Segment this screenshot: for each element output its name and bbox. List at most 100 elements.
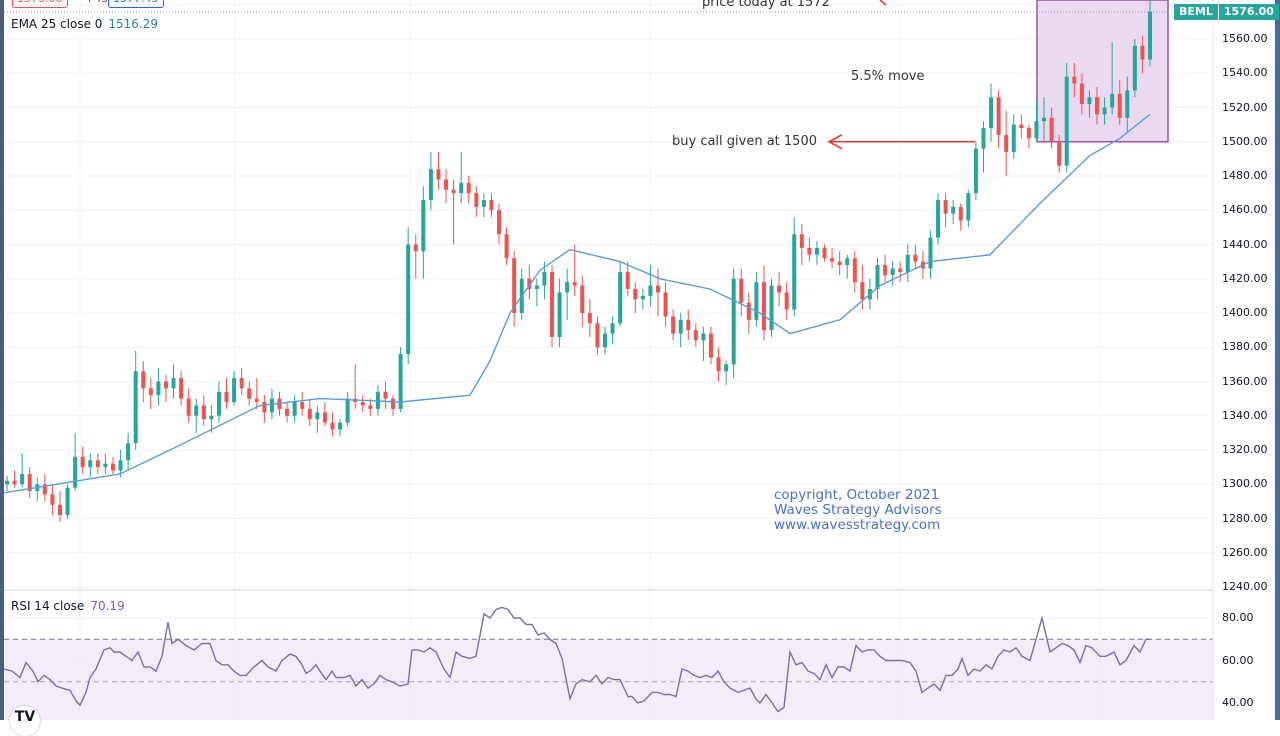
- price-axis-label: 1360.00: [1222, 374, 1268, 388]
- candle-body: [110, 463, 115, 471]
- buy-call-annotation: buy call given at 1500: [672, 134, 817, 149]
- candle-body: [1072, 76, 1077, 84]
- candle-body: [73, 456, 78, 488]
- candle-body: [1102, 107, 1107, 115]
- price-axis-label: 1380.00: [1222, 340, 1268, 354]
- candle-body: [368, 405, 373, 409]
- candle-body: [42, 484, 47, 495]
- candle-body: [262, 402, 267, 413]
- candle-body: [163, 381, 168, 389]
- ema-legend-label: EMA 25 close 0: [11, 17, 103, 31]
- buy-arrow-head-icon: [827, 134, 843, 150]
- candle-body: [860, 282, 865, 300]
- candle-body: [497, 210, 502, 235]
- candle-body: [436, 169, 441, 180]
- candle-body: [88, 460, 93, 468]
- price-axis-label: 1480.00: [1222, 169, 1268, 182]
- candle-body: [1057, 141, 1062, 166]
- price-axis-label: 1560.00: [1222, 32, 1268, 45]
- price-axis-label: 1260.00: [1222, 545, 1268, 559]
- price-axis-label: 1520.00: [1222, 100, 1268, 114]
- candle-body: [814, 247, 819, 255]
- candle-body: [633, 289, 638, 300]
- candle-body: [421, 199, 426, 252]
- price-axis-label: 1280.00: [1222, 511, 1268, 525]
- candle-body: [474, 193, 479, 207]
- candle-body: [784, 292, 789, 310]
- candle-body: [20, 473, 25, 485]
- candle-body: [1095, 97, 1100, 115]
- candle-body: [444, 179, 449, 190]
- candle-body: [655, 285, 660, 293]
- candle-body: [716, 357, 721, 372]
- candle-body: [1079, 83, 1084, 105]
- candle-body: [527, 278, 532, 290]
- candle-body: [905, 254, 910, 272]
- candle-body: [830, 258, 835, 262]
- candle-body: [534, 285, 539, 290]
- candle-body: [194, 405, 199, 416]
- candle-body: [1064, 76, 1069, 166]
- candle-body: [640, 295, 645, 300]
- candle-body: [179, 378, 184, 399]
- candle-body: [1011, 124, 1016, 153]
- rsi-axis-label: 60.00: [1222, 653, 1254, 667]
- candle-body: [1125, 90, 1130, 118]
- candle-body: [451, 189, 456, 194]
- candle-body: [966, 193, 971, 221]
- price-axis-label: 1320.00: [1222, 443, 1268, 456]
- rsi-axis-label: 40.00: [1222, 696, 1254, 709]
- candle-body: [1132, 45, 1137, 91]
- tradingview-logo-icon[interactable]: TV: [10, 706, 40, 736]
- candle-body: [996, 97, 1001, 135]
- spread-label: +45: [80, 0, 113, 8]
- candle-body: [126, 443, 131, 461]
- rsi-axis-label: 80.00: [1222, 611, 1254, 624]
- candle-body: [5, 480, 9, 485]
- candle-body: [512, 258, 517, 313]
- rsi-line: [3, 606, 1150, 713]
- candle-body: [951, 206, 956, 214]
- candle-body: [307, 408, 312, 420]
- candle-body: [330, 422, 335, 430]
- ema-legend[interactable]: EMA 25 close 0 1516.29: [11, 17, 158, 31]
- price-axis-label: 1460.00: [1222, 203, 1268, 217]
- candle-body: [224, 391, 229, 403]
- rsi-legend[interactable]: RSI 14 close 70.19: [11, 599, 125, 613]
- candle-body: [95, 460, 100, 468]
- candle-body: [989, 97, 994, 129]
- rsi-legend-label: RSI 14 close: [11, 599, 85, 613]
- price-chart-canvas[interactable]: [0, 0, 1280, 720]
- price-axis-label: 1340.00: [1222, 408, 1268, 422]
- candle-body: [708, 333, 713, 358]
- candle-body: [580, 285, 585, 313]
- candle-body: [686, 319, 691, 331]
- candle-body: [837, 261, 842, 266]
- candle-body: [254, 398, 259, 403]
- price-axis-label: 1440.00: [1222, 237, 1268, 251]
- candle-body: [701, 333, 706, 341]
- candle-body: [913, 254, 918, 262]
- copyright-line-3: www.wavesstrategy.com: [774, 517, 941, 533]
- candle-body: [928, 237, 933, 269]
- candle-body: [216, 391, 221, 416]
- candle-body: [118, 460, 123, 471]
- candle-body: [572, 282, 577, 286]
- candle-body: [201, 405, 206, 420]
- candle-body: [1026, 128, 1031, 139]
- candle-body: [618, 271, 623, 324]
- rsi-legend-value: 70.19: [90, 599, 125, 613]
- price-axis-label: 1420.00: [1222, 271, 1268, 285]
- copyright-line-2: Waves Strategy Advisors: [774, 502, 942, 518]
- candle-body: [232, 378, 237, 403]
- badge-symbol: BEML: [1174, 4, 1219, 20]
- candle-body: [648, 285, 653, 296]
- candle-body: [338, 422, 343, 430]
- candle-body: [1117, 93, 1122, 118]
- candle-body: [459, 182, 464, 194]
- candle-body: [610, 323, 615, 334]
- candle-body: [557, 292, 562, 337]
- sell-price-pill[interactable]: 1576.00: [12, 0, 68, 8]
- buy-price-pill[interactable]: 1577.45: [108, 0, 164, 8]
